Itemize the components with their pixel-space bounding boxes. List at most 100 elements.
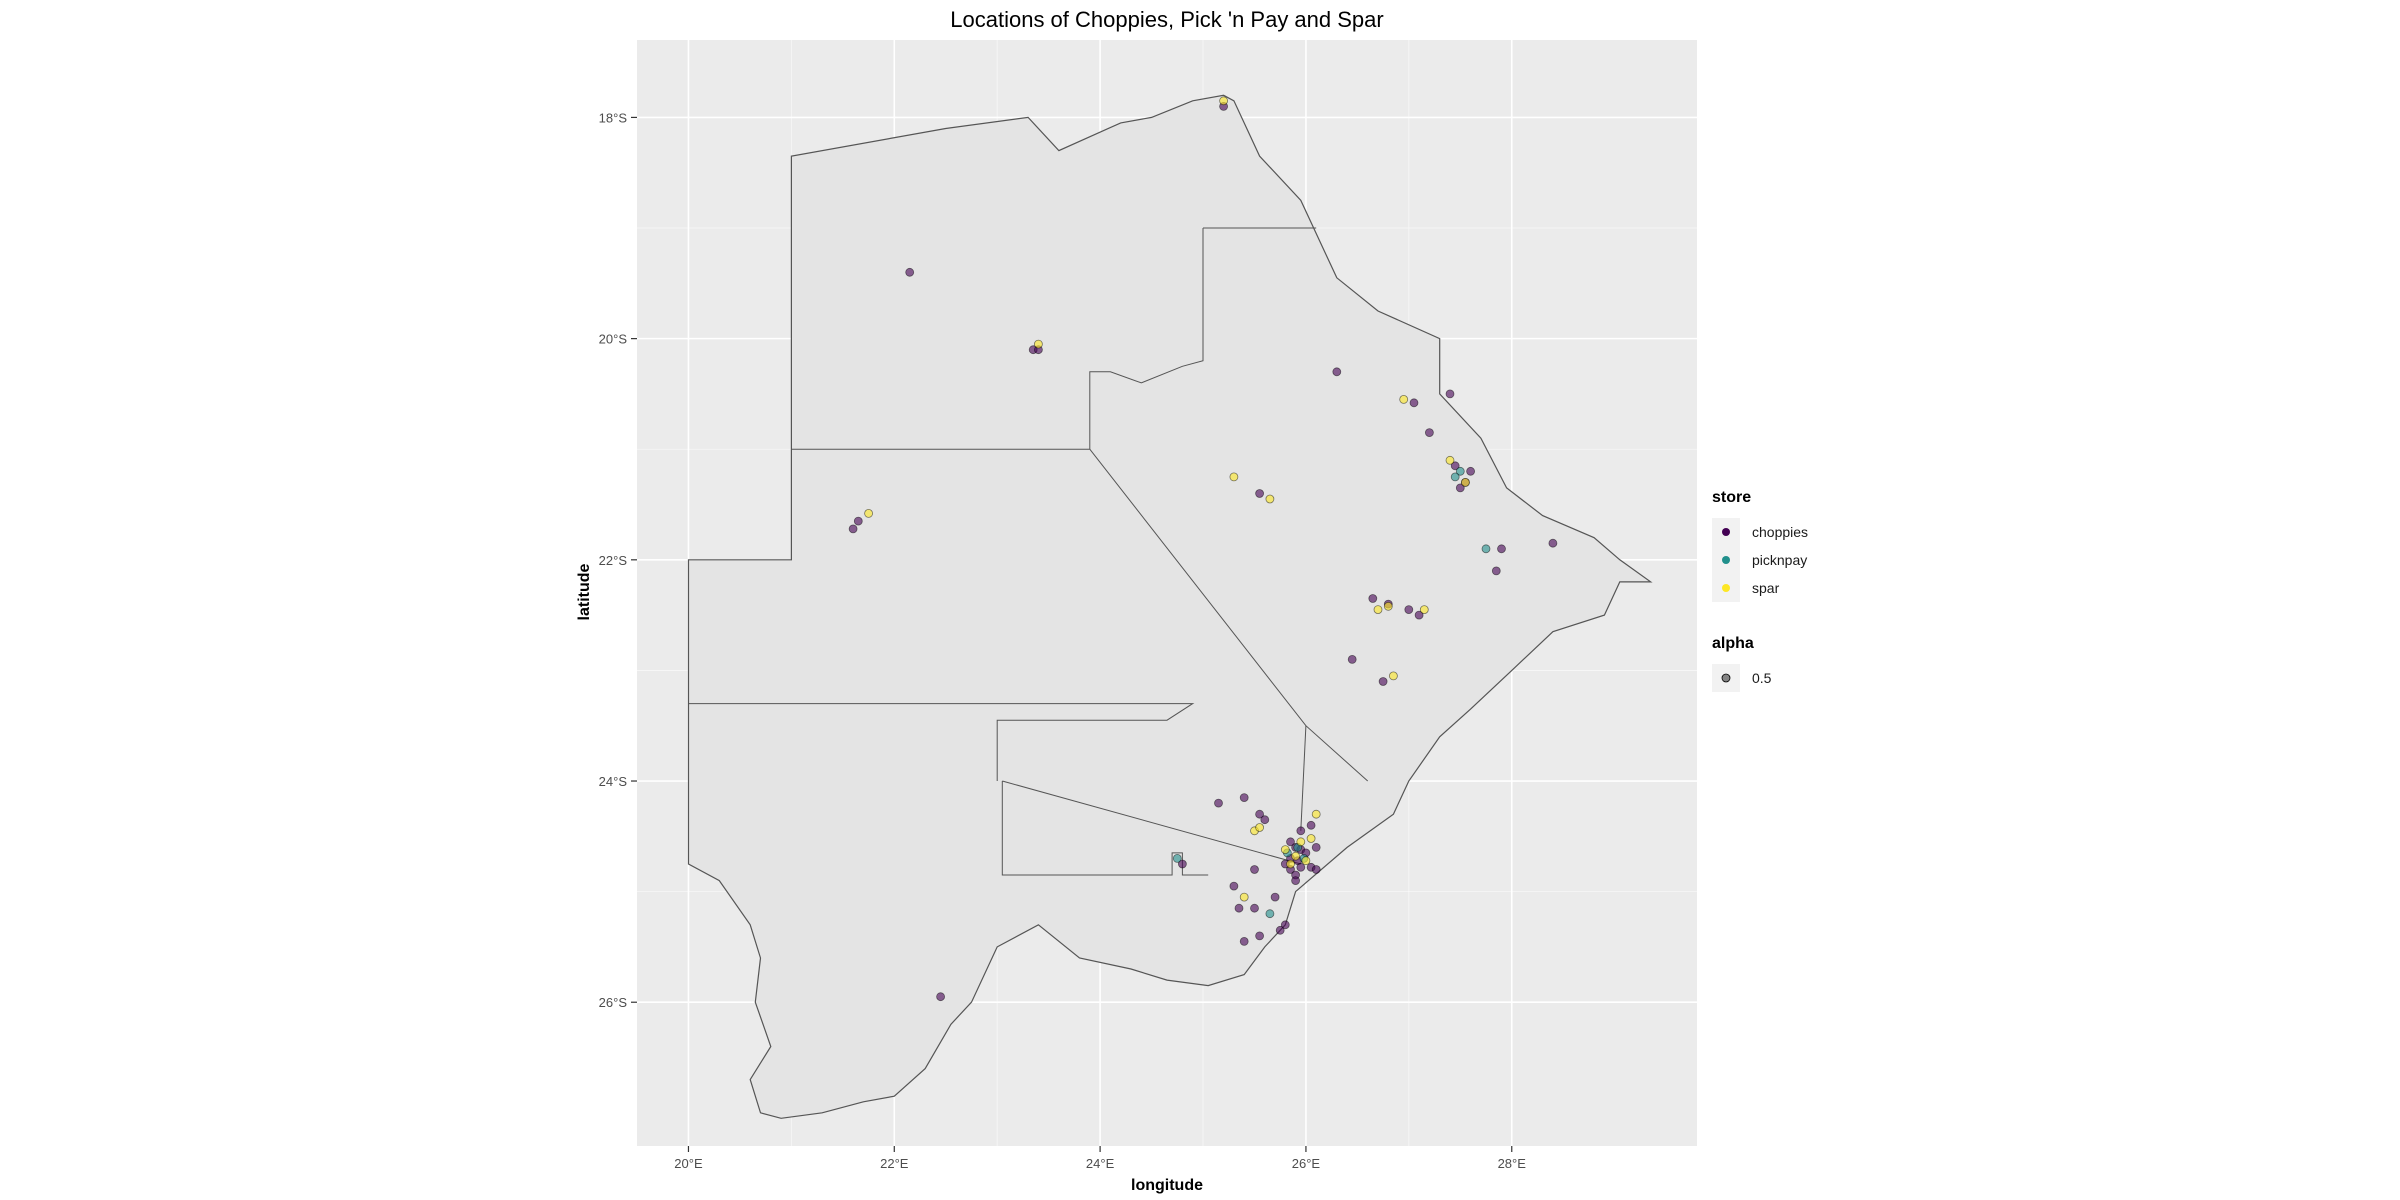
point-choppies (1296, 862, 1306, 872)
point-choppies (1311, 865, 1321, 874)
district-border (1089, 228, 1204, 450)
legend-label: choppies (1752, 524, 1808, 540)
legend-key-0.5 (1721, 673, 1731, 683)
point-choppies (1239, 793, 1249, 802)
y-axis-label: latitude (576, 563, 593, 620)
legend-key-choppies (1722, 528, 1730, 536)
district-border (688, 703, 1195, 781)
point-choppies (1275, 925, 1285, 935)
point-spar (1265, 494, 1275, 504)
point-choppies (853, 516, 863, 526)
y-tick-label: 26°S (599, 995, 628, 1010)
botswana-district-map (687, 94, 1653, 1119)
point-spar (1280, 845, 1290, 854)
point-choppies (848, 524, 858, 534)
point-choppies (1450, 461, 1460, 471)
chart-title: Locations of Choppies, Pick 'n Pay and S… (950, 7, 1383, 32)
point-choppies (1404, 605, 1414, 614)
y-tick-label: 22°S (599, 553, 628, 568)
point-choppies (1255, 809, 1264, 819)
point-picknpay (1450, 472, 1460, 482)
point-picknpay (1265, 909, 1275, 919)
point-choppies (1255, 931, 1264, 941)
point-choppies (1497, 544, 1506, 554)
point-choppies (1311, 843, 1321, 852)
point-choppies (1291, 876, 1300, 885)
point-spar (1301, 856, 1311, 866)
point-choppies (1250, 865, 1259, 874)
point-choppies (1286, 837, 1295, 847)
y-tick-label: 18°S (599, 110, 628, 125)
point-spar (1296, 837, 1306, 847)
point-choppies (1491, 566, 1501, 576)
point-choppies (905, 267, 915, 277)
point-spar (1461, 477, 1470, 487)
point-choppies (1409, 398, 1419, 408)
point-spar (1373, 605, 1383, 614)
x-tick-label: 26°E (1292, 1156, 1321, 1171)
point-picknpay (1481, 544, 1491, 554)
point-choppies (1280, 920, 1290, 930)
legend-label: picknpay (1752, 552, 1807, 568)
point-choppies (1306, 820, 1316, 830)
x-tick-label: 28°E (1498, 1156, 1527, 1171)
point-spar (864, 509, 873, 518)
district-border (1002, 780, 1301, 865)
point-choppies (1332, 367, 1342, 377)
x-tick-label: 20°E (674, 1156, 703, 1171)
legend-key-spar (1722, 584, 1730, 592)
point-choppies (1296, 826, 1306, 836)
x-axis-label: longitude (1131, 1177, 1203, 1194)
point-choppies (1466, 466, 1475, 476)
district-border (1001, 781, 1209, 876)
point-choppies (1255, 489, 1264, 498)
point-choppies (1260, 815, 1270, 825)
legend-label: spar (1752, 580, 1780, 596)
point-spar (1219, 96, 1228, 106)
point-choppies (1414, 610, 1424, 620)
point-spar (1399, 394, 1409, 404)
axes: 20°E 22°E 24°E 26°E 28°E 18°S 20°S 22°S 24°S 26°S (599, 110, 1527, 1171)
legend-title: store (1712, 489, 1751, 506)
point-choppies (1239, 937, 1249, 946)
point-spar (1419, 605, 1429, 614)
point-choppies (1378, 677, 1388, 686)
point-spar (1255, 823, 1264, 832)
y-tick-label: 24°S (599, 774, 628, 789)
point-choppies (1234, 903, 1244, 913)
point-choppies (1229, 881, 1239, 891)
district-border (1300, 725, 1307, 831)
point-choppies (936, 992, 945, 1002)
point-spar (1239, 892, 1249, 902)
point-picknpay (1455, 466, 1465, 476)
point-spar (1311, 809, 1321, 819)
point-choppies (1445, 389, 1455, 399)
legend-label: 0.5 (1752, 670, 1772, 686)
point-choppies (1368, 594, 1378, 603)
point-spar (1286, 859, 1295, 869)
point-spar (1034, 339, 1043, 349)
point-choppies (1347, 655, 1357, 664)
point-spar (1291, 851, 1300, 861)
y-tick-label: 20°S (599, 332, 628, 347)
point-spar (1389, 671, 1398, 681)
point-choppies (1455, 483, 1465, 493)
country-outline (687, 94, 1653, 1119)
point-choppies (1548, 538, 1558, 548)
point-spar (1229, 472, 1239, 482)
point-spar (1445, 455, 1455, 465)
x-tick-label: 24°E (1086, 1156, 1115, 1171)
x-tick-label: 22°E (880, 1156, 909, 1171)
point-choppies (1425, 428, 1434, 438)
store-points (848, 96, 1558, 1002)
point-choppies (1250, 903, 1259, 913)
legend-key-picknpay (1722, 556, 1730, 564)
point-spar (1306, 834, 1316, 843)
point-choppies (1214, 798, 1223, 808)
legend: store choppies picknpay spar alpha 0.5 (1712, 489, 1808, 692)
legend-title: alpha (1712, 635, 1754, 652)
point-spar (1383, 601, 1393, 611)
point-picknpay (1172, 854, 1182, 863)
point-choppies (1178, 859, 1187, 869)
